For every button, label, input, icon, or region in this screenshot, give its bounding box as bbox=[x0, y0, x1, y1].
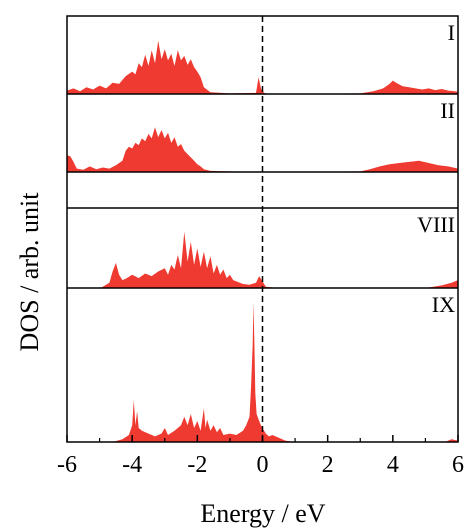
x-tick-label: -2 bbox=[187, 452, 207, 478]
dos-area-panel-2 bbox=[67, 127, 458, 172]
x-tick-label: 4 bbox=[387, 452, 399, 478]
y-axis-label: DOS / arb. unit bbox=[15, 192, 44, 352]
dos-area-panel-1 bbox=[67, 40, 458, 94]
x-axis: -6 -4 -2 0 2 4 6 bbox=[57, 435, 464, 478]
x-axis-label: Energy / eV bbox=[200, 499, 325, 528]
dos-area-panel-4 bbox=[67, 231, 458, 288]
x-tick-label: 2 bbox=[322, 452, 334, 478]
x-tick-label: 0 bbox=[257, 452, 269, 478]
x-tick-label: 6 bbox=[452, 452, 464, 478]
x-tick-label: -6 bbox=[57, 452, 77, 478]
panel-label: II bbox=[440, 98, 455, 123]
panel-label: VIII bbox=[417, 212, 455, 237]
panel-label: IX bbox=[432, 292, 455, 317]
panel-label: I bbox=[448, 20, 455, 45]
x-tick-label: -4 bbox=[122, 452, 142, 478]
